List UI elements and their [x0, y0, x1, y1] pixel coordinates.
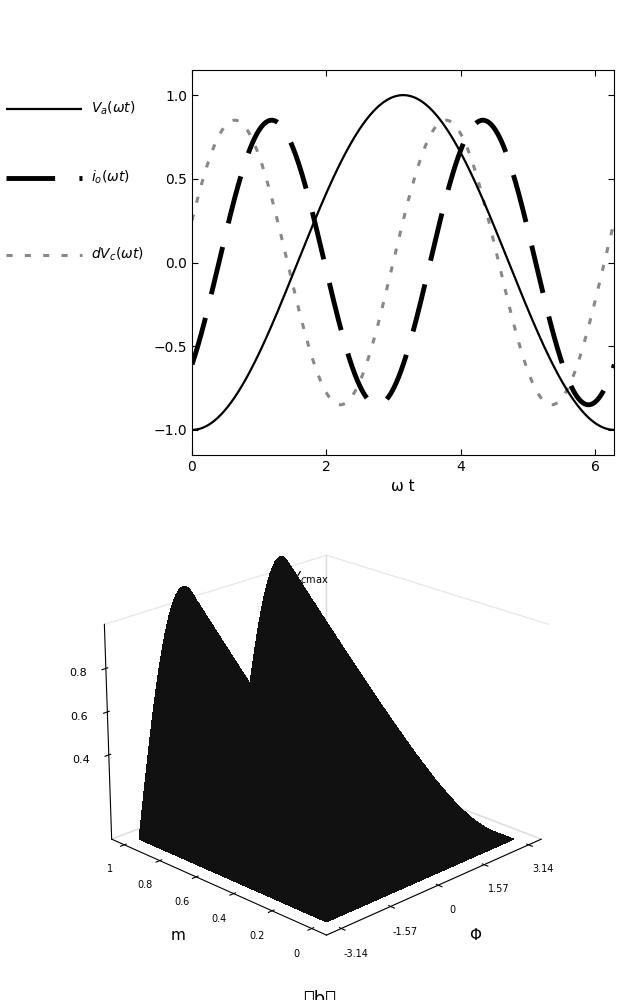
X-axis label: Φ: Φ	[469, 928, 481, 943]
Text: （a）: （a）	[387, 511, 419, 529]
Y-axis label: m: m	[170, 928, 185, 943]
Text: $i_o(\omega t)$: $i_o(\omega t)$	[91, 169, 129, 186]
Text: $V_a(\omega t)$: $V_a(\omega t)$	[91, 100, 135, 117]
Text: $dV_c(\omega t)$: $dV_c(\omega t)$	[91, 246, 143, 263]
Text: $dV_{c\mathrm{max}}$: $dV_{c\mathrm{max}}$	[282, 569, 328, 586]
Text: （b）: （b）	[303, 990, 337, 1000]
X-axis label: ω t: ω t	[392, 479, 415, 494]
